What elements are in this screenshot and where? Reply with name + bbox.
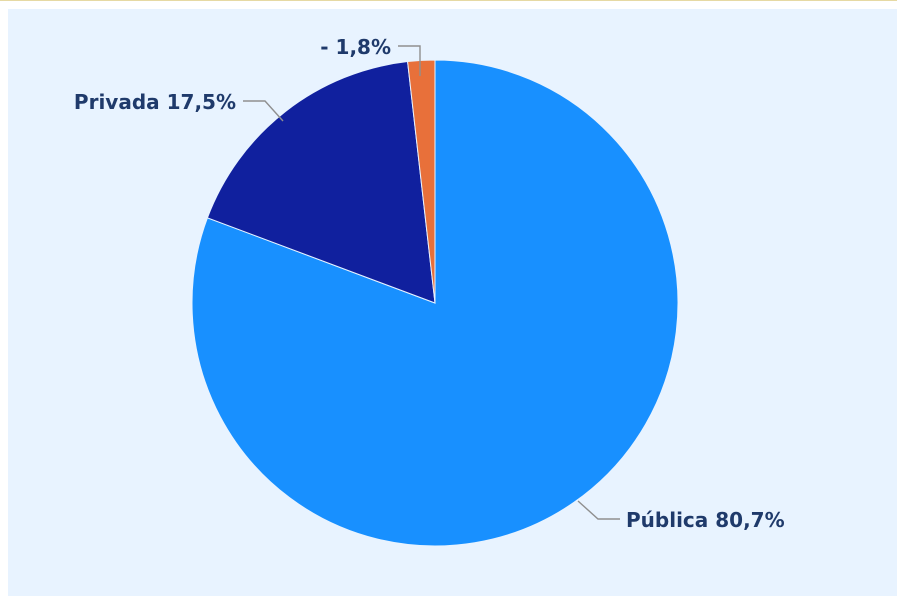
slice-label-3: - 1,8% [320, 35, 391, 59]
label-leader-1 [577, 500, 620, 520]
pie-slice-2[interactable] [206, 60, 436, 304]
slice-label-2: Privada 17,5% [74, 90, 236, 114]
pie-slice-3[interactable] [407, 59, 436, 304]
slice-label-1: Pública 80,7% [626, 508, 785, 532]
label-leader-3 [398, 45, 421, 76]
label-leader-2 [243, 100, 284, 122]
